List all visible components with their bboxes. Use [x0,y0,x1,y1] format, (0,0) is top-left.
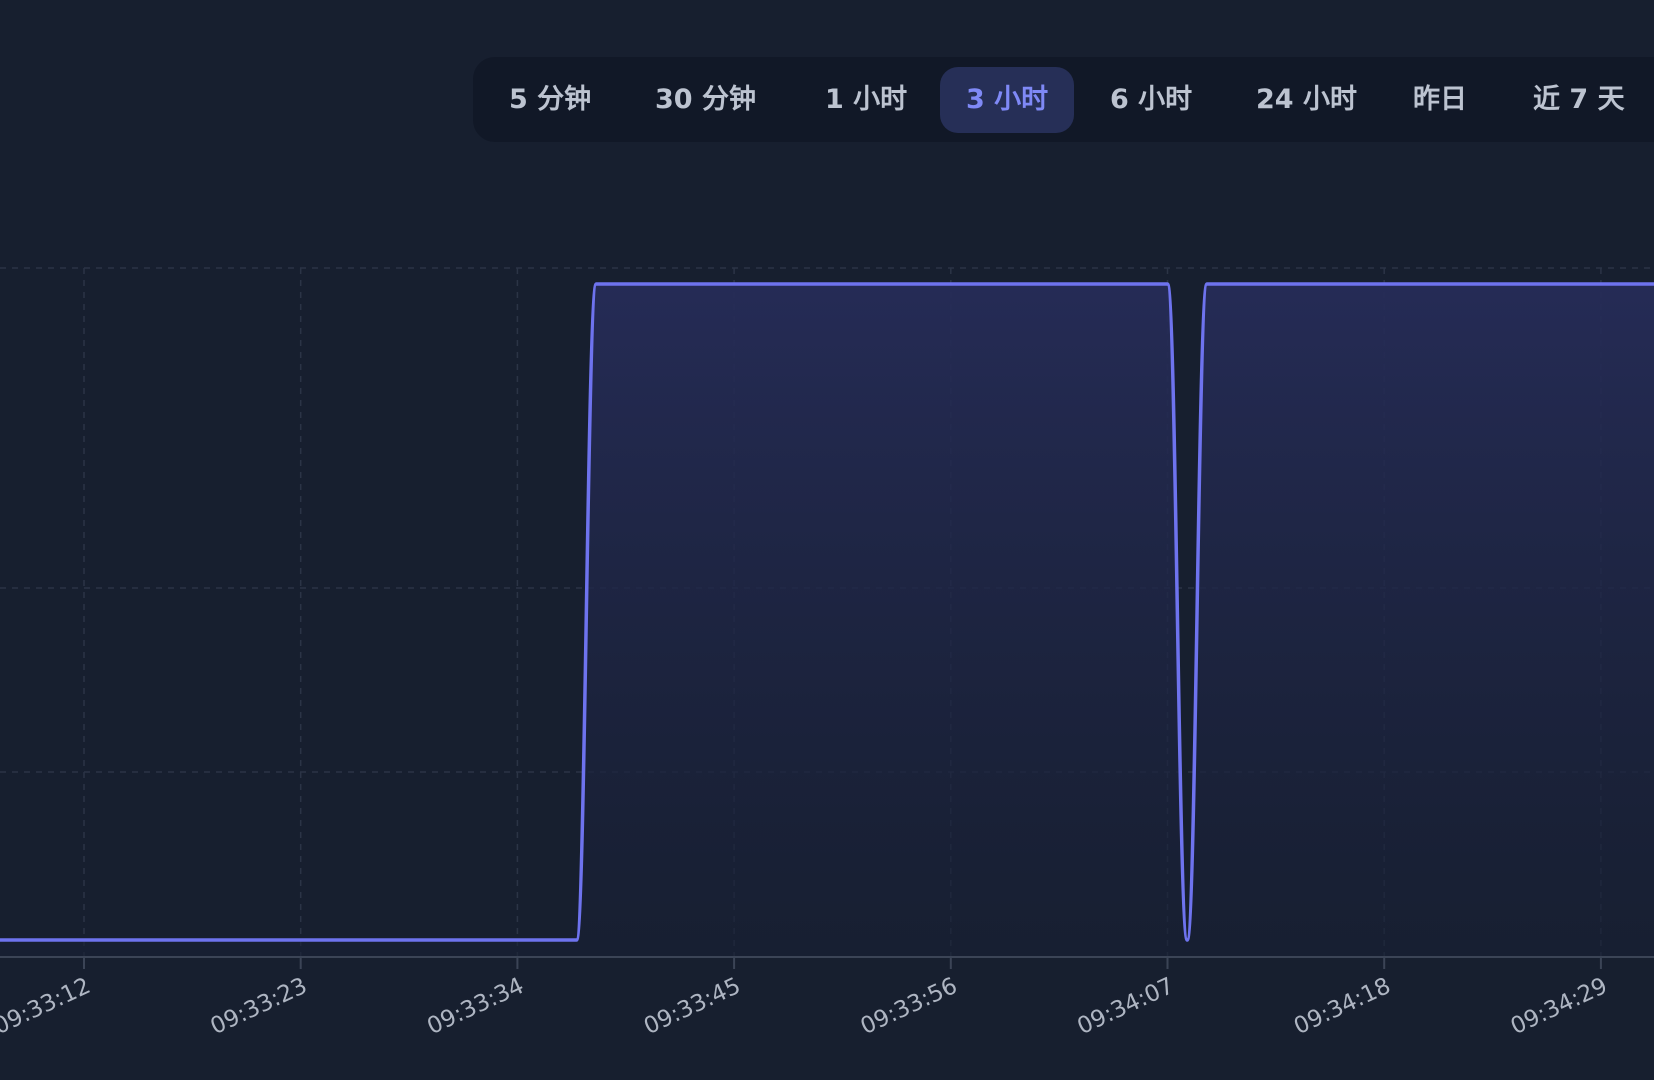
x-tick-label: 09:33:23 [207,973,312,1040]
x-tick-label: 09:33:45 [640,973,745,1040]
x-tick-label: 09:34:29 [1507,973,1612,1040]
x-axis: 09:33:12 09:33:23 09:33:34 09:33:45 09:33:56… [0,957,1611,1040]
range-6hour-button[interactable]: 6 小时 [1110,84,1193,115]
time-range-selector: 5 分钟 30 分钟 1 小时 3 小时 6 小时 24 小时 昨日 近 7 天 [473,57,1654,142]
x-tick-label: 09:33:56 [857,973,962,1040]
range-3hour-button[interactable]: 3 小时 [940,67,1075,133]
series-area [0,284,1654,957]
range-5min-button[interactable]: 5 分钟 [509,84,592,115]
x-tick-label: 09:34:18 [1290,973,1395,1040]
range-24hour-button[interactable]: 24 小时 [1256,84,1357,115]
range-7days-button[interactable]: 近 7 天 [1533,84,1625,115]
x-tick-label: 09:33:34 [423,973,528,1040]
range-yesterday-button[interactable]: 昨日 [1413,84,1467,115]
x-tick-label: 09:34:07 [1073,973,1178,1040]
series-line [0,282,1654,942]
x-tick-label: 09:33:12 [0,973,95,1040]
range-30min-button[interactable]: 30 分钟 [655,84,756,115]
range-1hour-button[interactable]: 1 小时 [825,84,908,115]
